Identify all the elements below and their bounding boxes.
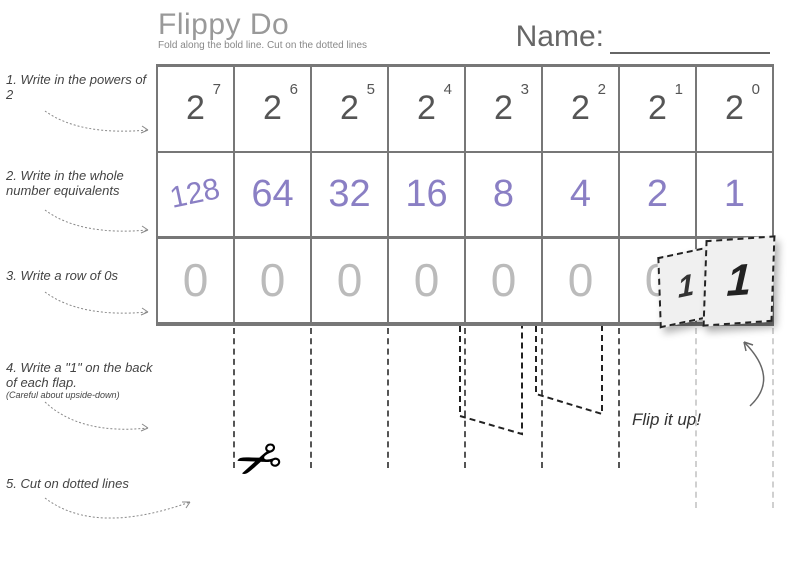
zero-cell: 0 <box>157 238 234 324</box>
equiv-cell: 32 <box>311 152 388 238</box>
arrow-icon <box>40 400 160 450</box>
power-cell: 26 <box>234 66 311 152</box>
arrow-icon <box>40 106 160 146</box>
equiv-cell: 8 <box>465 152 542 238</box>
arrow-icon <box>40 208 160 248</box>
name-input-line[interactable] <box>610 52 770 54</box>
equiv-cell: 2 <box>619 152 696 238</box>
instruction-1: 1. Write in the powers of 2 <box>6 72 154 102</box>
flippy-table: 27 26 25 24 23 22 21 20 128 64 32 16 8 4… <box>156 64 774 326</box>
arrow-icon <box>40 496 200 546</box>
power-cell: 21 <box>619 66 696 152</box>
zero-cell: 0 <box>696 238 773 324</box>
equiv-cell: 64 <box>234 152 311 238</box>
arrow-icon <box>40 290 160 330</box>
zero-cell: 0 <box>465 238 542 324</box>
zeros-row: 0 0 0 0 0 0 0 0 <box>157 238 773 324</box>
equiv-cell: 128 <box>157 152 234 238</box>
equivalents-row: 128 64 32 16 8 4 2 1 <box>157 152 773 238</box>
arrow-icon <box>690 338 790 418</box>
power-cell: 27 <box>157 66 234 152</box>
zero-cell: 0 <box>234 238 311 324</box>
subtitle: Fold along the bold line. Cut on the dot… <box>158 40 367 51</box>
power-cell: 22 <box>542 66 619 152</box>
power-cell: 23 <box>465 66 542 152</box>
name-field-label: Name: <box>516 20 770 54</box>
equiv-cell: 4 <box>542 152 619 238</box>
instruction-5: 5. Cut on dotted lines <box>6 476 129 491</box>
power-cell: 25 <box>311 66 388 152</box>
folded-flaps <box>452 324 652 464</box>
instruction-2: 2. Write in the whole number equivalents <box>6 168 154 198</box>
equiv-cell: 1 <box>696 152 773 238</box>
page-title: Flippy Do <box>158 8 367 42</box>
zero-cell: 0 <box>388 238 465 324</box>
zero-cell: 0 <box>619 238 696 324</box>
instruction-4: 4. Write a "1" on the back of each flap.… <box>6 360 154 400</box>
powers-row: 27 26 25 24 23 22 21 20 <box>157 66 773 152</box>
instruction-3: 3. Write a row of 0s <box>6 268 118 283</box>
scissors-icon: ✂ <box>227 424 291 499</box>
equiv-cell: 16 <box>388 152 465 238</box>
zero-cell: 0 <box>542 238 619 324</box>
power-cell: 20 <box>696 66 773 152</box>
flip-label: Flip it up! <box>632 410 701 430</box>
power-cell: 24 <box>388 66 465 152</box>
zero-cell: 0 <box>311 238 388 324</box>
